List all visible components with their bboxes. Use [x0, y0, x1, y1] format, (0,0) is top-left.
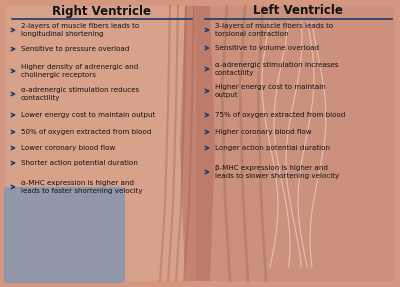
Polygon shape — [180, 6, 215, 281]
Text: Lower energy cost to maintain output: Lower energy cost to maintain output — [21, 112, 155, 118]
Text: Right Ventricle: Right Ventricle — [52, 5, 152, 18]
Text: Longer action potential duration: Longer action potential duration — [215, 145, 330, 151]
Text: α-adrenergic stimulation increases
contactility: α-adrenergic stimulation increases conta… — [215, 62, 338, 76]
Text: α-MHC expression is higher and
leads to faster shortening velocity: α-MHC expression is higher and leads to … — [21, 180, 143, 194]
Text: Sensitive to pressure overload: Sensitive to pressure overload — [21, 46, 129, 52]
Text: α-adrenergic stimulation reduces
contactility: α-adrenergic stimulation reduces contact… — [21, 87, 139, 101]
FancyBboxPatch shape — [4, 187, 125, 283]
Text: Higher energy cost to maintain
output: Higher energy cost to maintain output — [215, 84, 326, 98]
Text: Sensitive to volume overload: Sensitive to volume overload — [215, 45, 319, 51]
Text: Shorter action potential duration: Shorter action potential duration — [21, 160, 138, 166]
Text: Higher density of adrenergic and
cholinergic receptors: Higher density of adrenergic and choline… — [21, 64, 138, 77]
Text: Left Ventricle: Left Ventricle — [253, 5, 343, 18]
Text: β-MHC expression is higher and
leads to slower shortening velocity: β-MHC expression is higher and leads to … — [215, 165, 339, 179]
Text: 75% of oxygen extracted from blood: 75% of oxygen extracted from blood — [215, 112, 345, 118]
Text: Higher coronary blood flow: Higher coronary blood flow — [215, 129, 312, 135]
Text: 50% of oxygen extracted from blood: 50% of oxygen extracted from blood — [21, 129, 151, 135]
FancyBboxPatch shape — [6, 6, 196, 281]
Text: Lower coronary blood flow: Lower coronary blood flow — [21, 145, 115, 151]
Text: 2-layers of muscle fibers leads to
longitudinal shortening: 2-layers of muscle fibers leads to longi… — [21, 23, 139, 37]
FancyBboxPatch shape — [196, 6, 394, 281]
Text: 3-layers of muscle fibers leads to
torsional contraction: 3-layers of muscle fibers leads to torsi… — [215, 23, 333, 37]
